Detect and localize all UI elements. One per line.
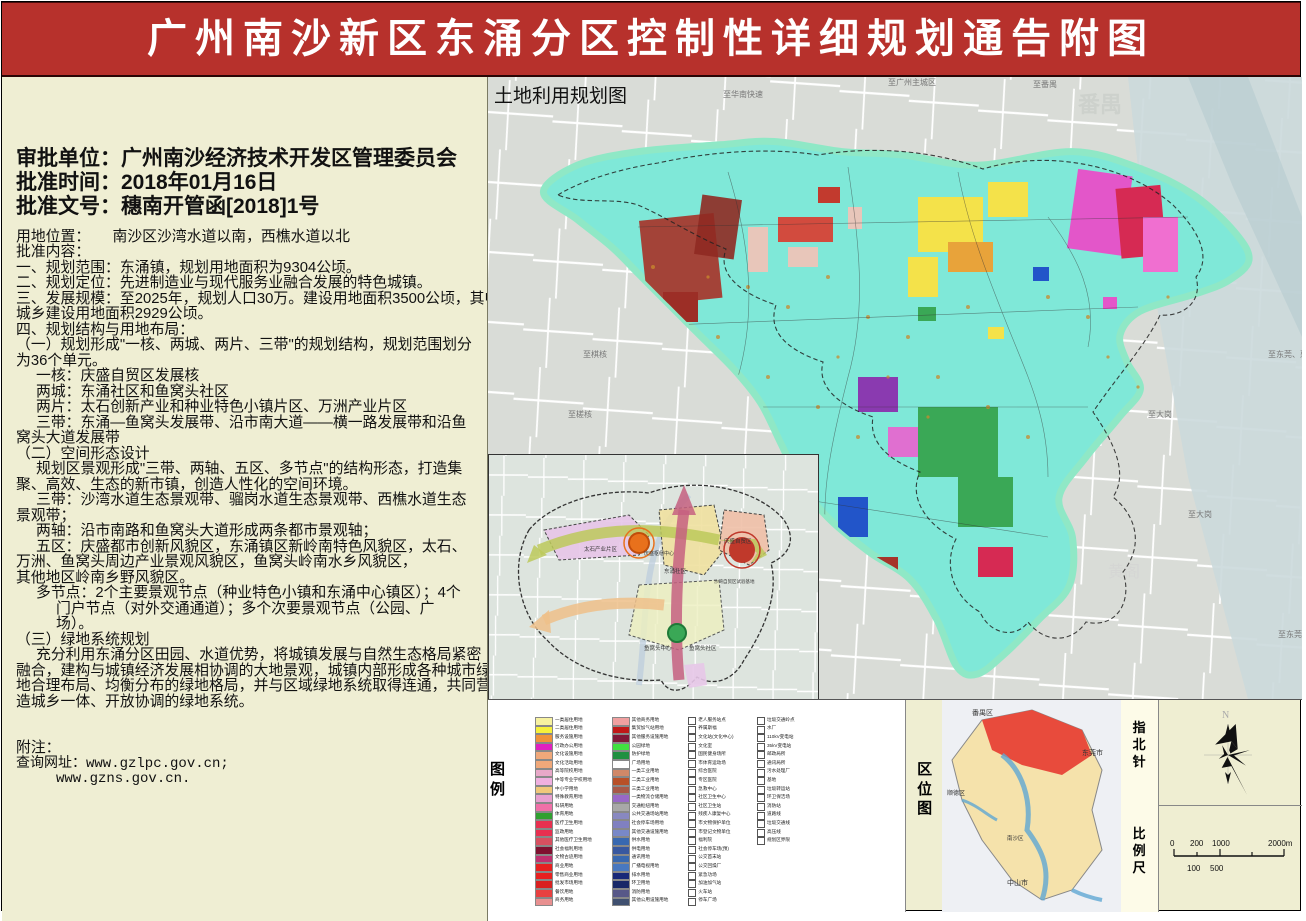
svg-text:至东莞、深圳: 至东莞、深圳 (1278, 629, 1302, 639)
svg-text:至东莞、惠州: 至东莞、惠州 (1268, 349, 1302, 359)
svg-text:100: 100 (1187, 864, 1201, 873)
svg-text:至华南快速: 至华南快速 (723, 89, 763, 99)
svg-text:顺德区: 顺德区 (947, 789, 965, 797)
svg-text:庆盛自贸区: 庆盛自贸区 (724, 537, 752, 545)
svg-text:至棋核: 至棋核 (583, 349, 607, 359)
svg-text:至番禺: 至番禺 (1033, 79, 1057, 89)
svg-text:至大岗: 至大岗 (1188, 509, 1212, 519)
svg-text:至大岗: 至大岗 (1148, 409, 1172, 419)
svg-text:庆盛枢纽中心: 庆盛枢纽中心 (644, 550, 674, 557)
svg-text:1000: 1000 (1212, 839, 1230, 848)
svg-text:500: 500 (1210, 864, 1224, 873)
svg-text:N: N (1222, 710, 1229, 721)
svg-text:番禺: 番禺 (1077, 92, 1122, 117)
svg-text:中山市: 中山市 (1007, 878, 1028, 887)
svg-text:至广州主城区: 至广州主城区 (888, 77, 936, 87)
svg-text:黄阁: 黄阁 (1108, 563, 1140, 581)
svg-text:东莞市: 东莞市 (1082, 748, 1103, 757)
svg-text:太石产业片区: 太石产业片区 (584, 545, 618, 553)
svg-text:至槎核: 至槎核 (568, 409, 592, 419)
svg-text:沙湾自贸区试验基地: 沙湾自贸区试验基地 (714, 578, 755, 585)
svg-text:0: 0 (1170, 839, 1175, 848)
svg-text:鱼窝头中心: 鱼窝头中心 (644, 644, 672, 652)
svg-text:2000m: 2000m (1268, 839, 1293, 848)
svg-text:200: 200 (1190, 839, 1204, 848)
svg-text:东涌社区: 东涌社区 (664, 567, 687, 575)
svg-text:番禺区: 番禺区 (972, 709, 993, 717)
svg-text:鱼窝头社区: 鱼窝头社区 (689, 644, 717, 652)
svg-text:南沙区: 南沙区 (1007, 834, 1024, 842)
